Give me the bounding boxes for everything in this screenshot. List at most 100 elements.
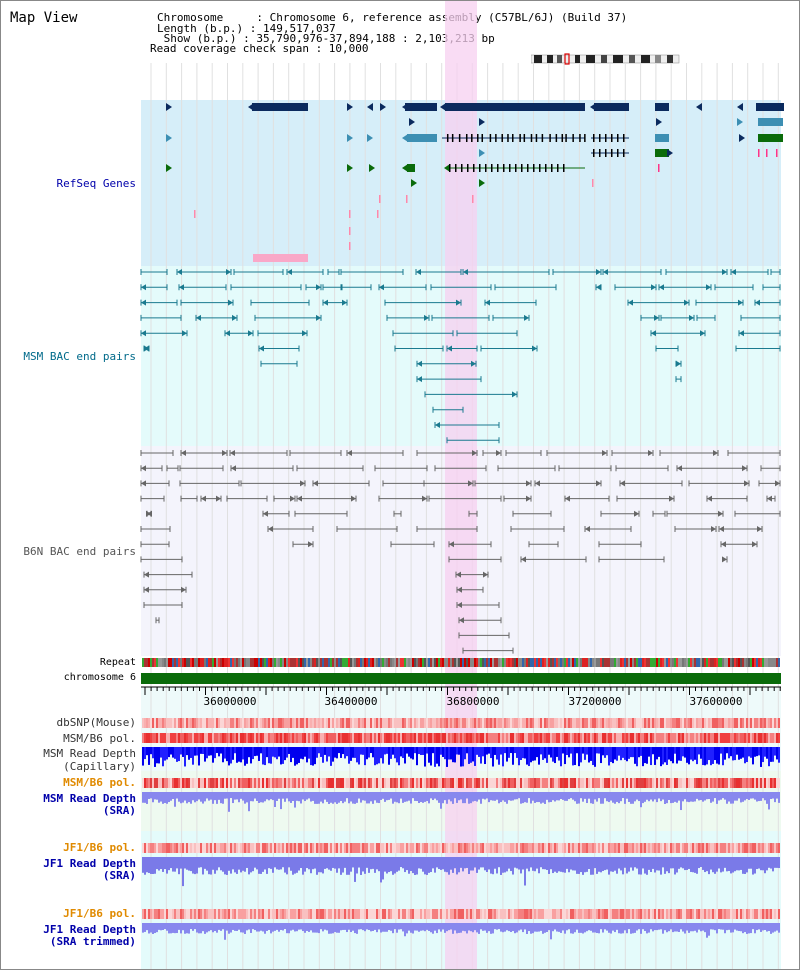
jf1-b6-pol-label[interactable]: JF1/B6 pol. — [63, 841, 136, 854]
depth-bar — [646, 857, 648, 875]
dbsnp-track-label[interactable]: dbSNP(Mouse) — [56, 716, 136, 729]
heat-cell — [282, 909, 284, 919]
heat-cell — [212, 733, 214, 743]
heat-cell — [308, 778, 310, 788]
depth-bar — [316, 792, 318, 804]
depth-bar — [768, 747, 770, 767]
depth-bar — [566, 792, 568, 801]
depth-bar — [266, 857, 268, 874]
depth-bar — [466, 747, 468, 754]
jf1-b6-pol-trimmed-label[interactable]: JF1/B6 pol. — [63, 907, 136, 920]
depth-bar — [618, 792, 620, 804]
jf1-read-depth-trimmed-label[interactable]: JF1 Read Depth — [43, 923, 136, 936]
heat-cell — [398, 909, 400, 919]
depth-bar — [588, 857, 590, 870]
heat-cell — [754, 778, 756, 788]
depth-bar — [772, 923, 774, 933]
depth-bar — [256, 923, 258, 932]
heat-cell — [612, 718, 614, 728]
depth-bar — [728, 857, 730, 872]
depth-bar — [164, 857, 166, 870]
depth-bar — [506, 857, 508, 872]
depth-bar — [238, 792, 240, 803]
depth-bar — [142, 792, 144, 803]
heat-cell — [768, 909, 770, 919]
heat-cell — [638, 733, 640, 743]
depth-bar — [266, 923, 268, 931]
heat-cell — [346, 778, 348, 788]
depth-bar — [214, 792, 216, 801]
jf1-read-depth-sra-label[interactable]: JF1 Read Depth — [43, 857, 136, 870]
depth-bar — [216, 923, 218, 933]
heat-cell — [354, 718, 356, 728]
heat-cell — [188, 778, 190, 788]
b6n-bac-track-label[interactable]: B6N BAC end pairs — [23, 545, 136, 558]
heat-cell — [570, 843, 572, 853]
heat-cell — [594, 843, 596, 853]
depth-bar — [678, 792, 680, 801]
depth-bar — [430, 923, 432, 933]
heat-cell — [480, 778, 482, 788]
repeat-block — [594, 658, 596, 667]
depth-bar — [264, 923, 266, 934]
depth-bar — [732, 792, 734, 804]
heat-cell — [498, 733, 500, 743]
depth-bar — [644, 747, 646, 764]
depth-bar — [344, 747, 346, 759]
msm-b6-pol-sra-label[interactable]: MSM/B6 pol. — [63, 776, 136, 789]
repeat-block — [508, 658, 510, 667]
msm-b6-pol-track-label[interactable]: MSM/B6 pol. — [63, 732, 136, 745]
depth-bar — [360, 923, 362, 930]
depth-bar — [244, 792, 246, 804]
depth-bar — [328, 857, 330, 870]
msm-read-depth-sra-label[interactable]: MSM Read Depth — [43, 792, 136, 805]
msm-bac-track-label[interactable]: MSM BAC end pairs — [23, 350, 136, 363]
depth-bar — [540, 747, 542, 755]
repeat-block — [580, 658, 582, 667]
depth-bar — [350, 792, 352, 802]
heat-cell — [358, 778, 360, 788]
depth-bar — [446, 747, 448, 767]
heat-cell — [260, 909, 262, 919]
depth-bar — [324, 747, 326, 755]
heat-cell — [392, 778, 394, 788]
heat-cell — [440, 778, 442, 788]
heat-cell — [182, 733, 184, 743]
depth-bar — [174, 747, 176, 759]
repeat-block — [402, 658, 404, 667]
depth-bar — [456, 857, 458, 875]
heat-cell — [500, 733, 502, 743]
refseq-track-label[interactable]: RefSeq Genes — [56, 177, 136, 190]
depth-bar — [154, 923, 156, 934]
chromosome-ideogram[interactable] — [531, 53, 681, 65]
heat-cell — [614, 718, 616, 728]
repeat-block — [572, 658, 574, 667]
heat-cell — [386, 718, 388, 728]
heat-cell — [676, 733, 678, 743]
heat-cell — [522, 909, 524, 919]
heat-cell — [392, 843, 394, 853]
depth-bar — [738, 747, 740, 760]
depth-bar — [280, 747, 282, 765]
heat-cell — [406, 718, 408, 728]
heat-cell — [640, 843, 642, 853]
heat-cell — [144, 718, 146, 728]
bac-arrow — [596, 480, 601, 487]
heat-cell — [538, 778, 540, 788]
heat-cell — [204, 843, 206, 853]
depth-bar — [268, 857, 270, 869]
repeat-block — [278, 658, 280, 667]
depth-bar — [696, 857, 698, 874]
depth-bar — [700, 747, 702, 759]
heat-cell — [444, 733, 446, 743]
msm-read-depth-capillary-label[interactable]: MSM Read Depth — [43, 747, 136, 760]
repeat-block — [480, 658, 482, 667]
depth-bar — [206, 857, 208, 871]
repeat-block — [158, 658, 160, 667]
repeat-block — [408, 658, 410, 667]
heat-cell — [496, 778, 498, 788]
depth-bar — [400, 792, 402, 799]
heat-cell — [206, 718, 208, 728]
depth-bar — [196, 792, 198, 802]
